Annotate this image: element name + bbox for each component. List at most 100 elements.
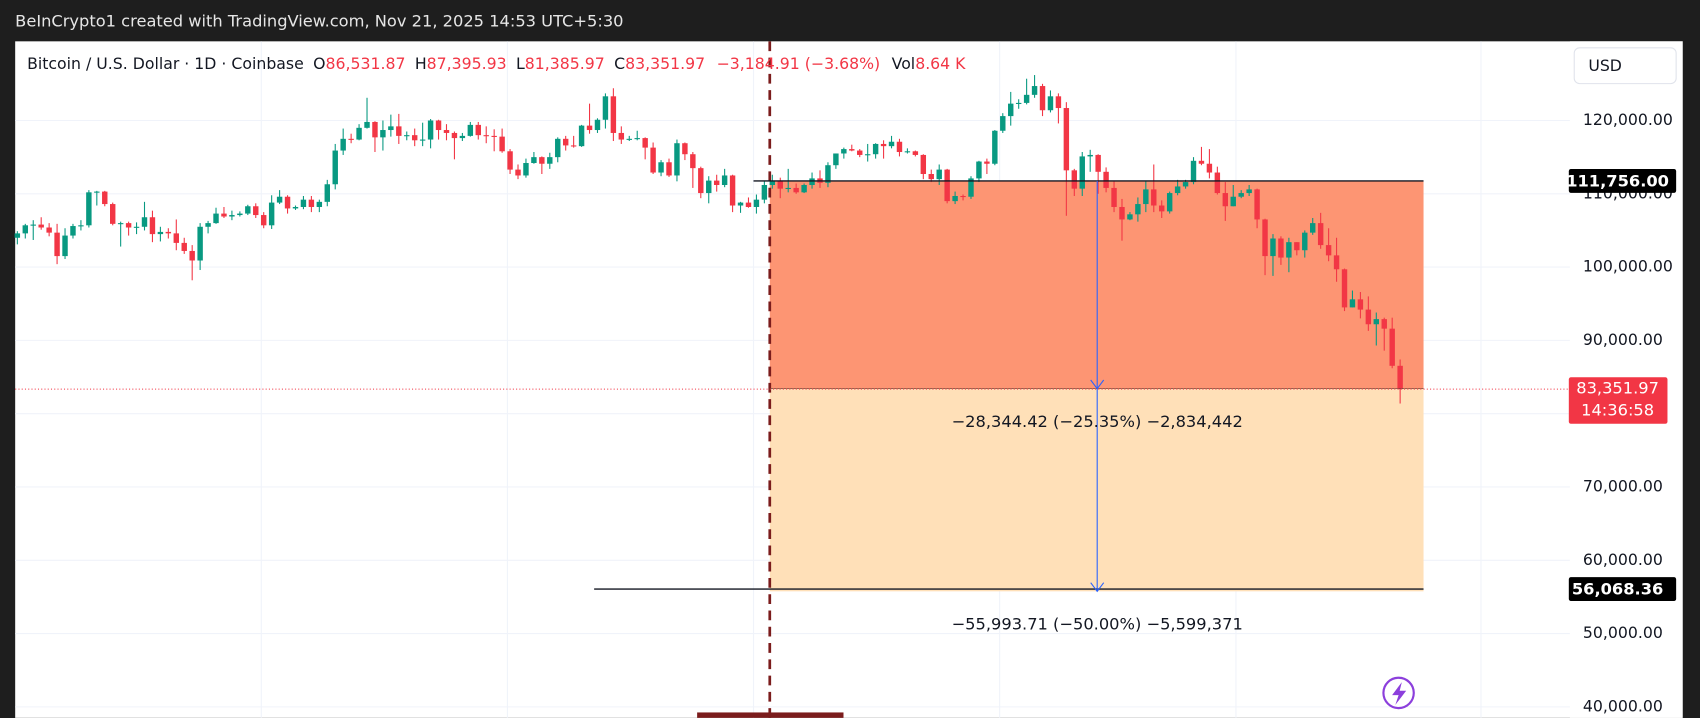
y-tick-label: 70,000.00 xyxy=(1583,476,1663,495)
candle-body xyxy=(658,162,664,173)
candle-body xyxy=(1333,255,1340,270)
candle-body xyxy=(1310,223,1316,233)
candle-body xyxy=(459,135,466,139)
icon-ring[interactable] xyxy=(1382,676,1415,710)
candle-body xyxy=(189,250,195,261)
candle-body xyxy=(721,175,728,185)
candle-body xyxy=(769,181,776,185)
candle-body xyxy=(1023,94,1030,103)
measure-label: −55,993.71 (−50.00%) −5,599,371 xyxy=(952,614,1243,633)
candle-body xyxy=(22,225,29,234)
candle-body xyxy=(793,187,799,193)
candle-body xyxy=(841,149,847,154)
candle-body xyxy=(857,150,863,155)
candle-body xyxy=(507,151,513,170)
candle-body xyxy=(833,153,839,166)
candle-body xyxy=(1206,163,1213,173)
icon-bolt[interactable] xyxy=(1392,682,1407,705)
candle-body xyxy=(404,135,410,137)
candle-body xyxy=(586,125,593,131)
candle-body xyxy=(427,120,434,140)
candle-body xyxy=(1262,219,1268,257)
candle-body xyxy=(555,138,561,158)
candle-body xyxy=(1325,245,1332,256)
candle-body xyxy=(880,143,887,147)
candle-body xyxy=(213,213,219,224)
candle-body xyxy=(38,224,44,228)
candle-body xyxy=(467,124,474,136)
candle-body xyxy=(642,138,648,148)
candle-body xyxy=(1159,205,1165,212)
candle-body xyxy=(1317,223,1324,246)
y-tick-label: 120,000.00 xyxy=(1583,110,1673,129)
candle-body xyxy=(14,233,21,238)
h-label: H xyxy=(415,54,427,73)
candle-body xyxy=(308,199,315,207)
o-label: O xyxy=(313,54,325,73)
candle-body xyxy=(936,169,942,180)
candle-body xyxy=(1047,96,1054,111)
candle-body xyxy=(825,165,831,183)
candle-body xyxy=(968,178,974,197)
caption: BeInCrypto1 created with TradingView.com… xyxy=(15,11,623,30)
candle-body xyxy=(78,225,84,227)
candle-body xyxy=(1174,186,1181,194)
candle-body xyxy=(729,175,736,206)
candle-body xyxy=(960,195,966,198)
candle-body xyxy=(30,224,36,226)
candle-body xyxy=(1095,154,1101,172)
candle-body xyxy=(419,139,426,141)
candle-body xyxy=(626,138,632,140)
candle-body xyxy=(1151,189,1157,206)
change: −3,184.91 (−3.68%) xyxy=(717,54,881,73)
candle-body xyxy=(1135,204,1141,215)
candle-body xyxy=(1119,206,1125,220)
candle-body xyxy=(1031,86,1038,95)
candle-body xyxy=(713,180,720,185)
candle-body xyxy=(229,215,235,217)
candle-body xyxy=(785,187,791,190)
y-tick-label: 50,000.00 xyxy=(1583,623,1663,642)
currency-button[interactable] xyxy=(1573,47,1677,85)
candle-body xyxy=(245,206,251,214)
candle-body xyxy=(181,242,187,251)
candle-body xyxy=(268,202,275,226)
last-price-label: 83,351.97 xyxy=(1576,379,1659,398)
candle-body xyxy=(674,143,680,176)
candle-body xyxy=(1341,269,1348,308)
candle-body xyxy=(1278,238,1284,258)
candle-body xyxy=(690,154,696,169)
candle-body xyxy=(706,180,712,194)
candle-body xyxy=(650,147,656,173)
candle-body xyxy=(1190,160,1197,183)
candle-body xyxy=(491,135,497,137)
candle-body xyxy=(46,227,52,233)
candle-body xyxy=(340,138,346,151)
y-tick-label: 60,000.00 xyxy=(1583,550,1663,569)
candle-body xyxy=(324,184,330,202)
candle-body xyxy=(849,149,855,151)
candle-body xyxy=(475,124,481,136)
assistant-icon[interactable] xyxy=(1382,676,1415,710)
candle-body xyxy=(253,206,259,216)
candle-body xyxy=(666,162,672,176)
candle-body xyxy=(864,154,871,156)
y-tick-label: 40,000.00 xyxy=(1583,696,1663,715)
candle-body xyxy=(110,204,116,224)
candle-body xyxy=(1254,189,1260,220)
candle-body xyxy=(165,231,172,234)
candle-body xyxy=(435,120,442,131)
candle-body xyxy=(1373,319,1380,325)
candle-body xyxy=(602,96,609,120)
candle-body xyxy=(682,143,688,155)
candle-body xyxy=(1111,187,1117,207)
candle-body xyxy=(928,174,934,180)
symbol: Bitcoin / U.S. Dollar · 1D · Coinbase xyxy=(27,54,304,73)
candle-body xyxy=(332,150,338,185)
candle-body xyxy=(1230,196,1236,207)
candle-body xyxy=(276,196,283,203)
candle-body xyxy=(737,202,744,206)
currency[interactable]: USD xyxy=(1588,56,1622,75)
candle-body xyxy=(888,141,895,147)
